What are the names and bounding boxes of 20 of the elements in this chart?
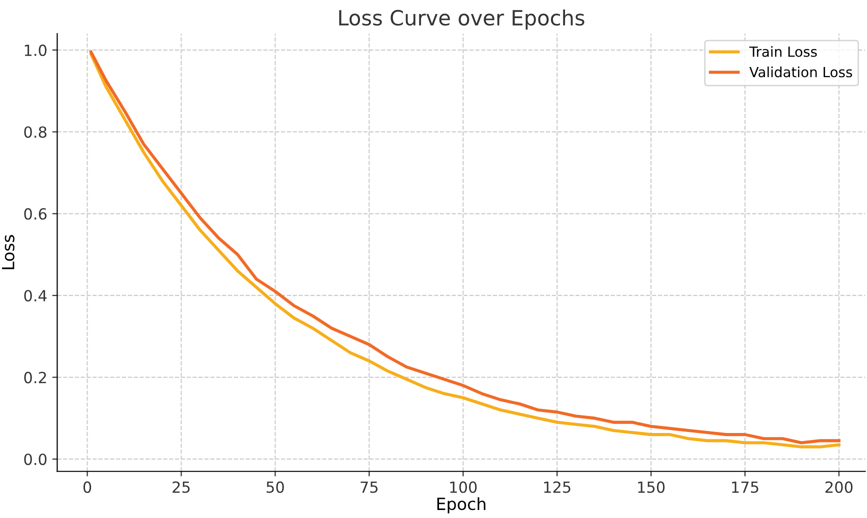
y-tick-label: 0.6	[24, 208, 47, 220]
x-tick-label: 150	[638, 481, 665, 493]
x-tick-label: 50	[266, 481, 284, 493]
legend-label: Train Loss	[749, 46, 817, 57]
chart-title: Loss Curve over Epochs	[339, 10, 584, 30]
y-axis-title: Loss	[2, 235, 14, 270]
y-tick-label: 0.0	[24, 454, 46, 466]
x-tick-label: 25	[172, 481, 190, 493]
x-tick-label: 75	[360, 482, 378, 493]
y-tick-label: 0.2	[24, 372, 46, 384]
y-tick-label: 0.8	[24, 126, 46, 138]
x-tick-label: 125	[544, 481, 570, 493]
legend-label: Validation Loss	[749, 66, 852, 78]
x-axis-title: Epoch	[437, 497, 486, 514]
y-tick-label: 0.4	[24, 290, 47, 302]
y-tick-label: 1.0	[24, 44, 46, 56]
x-tick-label: 200	[825, 481, 853, 493]
x-tick-label: 0	[83, 481, 92, 493]
x-tick-label: 175	[732, 482, 758, 493]
x-tick-label: 100	[450, 481, 477, 493]
